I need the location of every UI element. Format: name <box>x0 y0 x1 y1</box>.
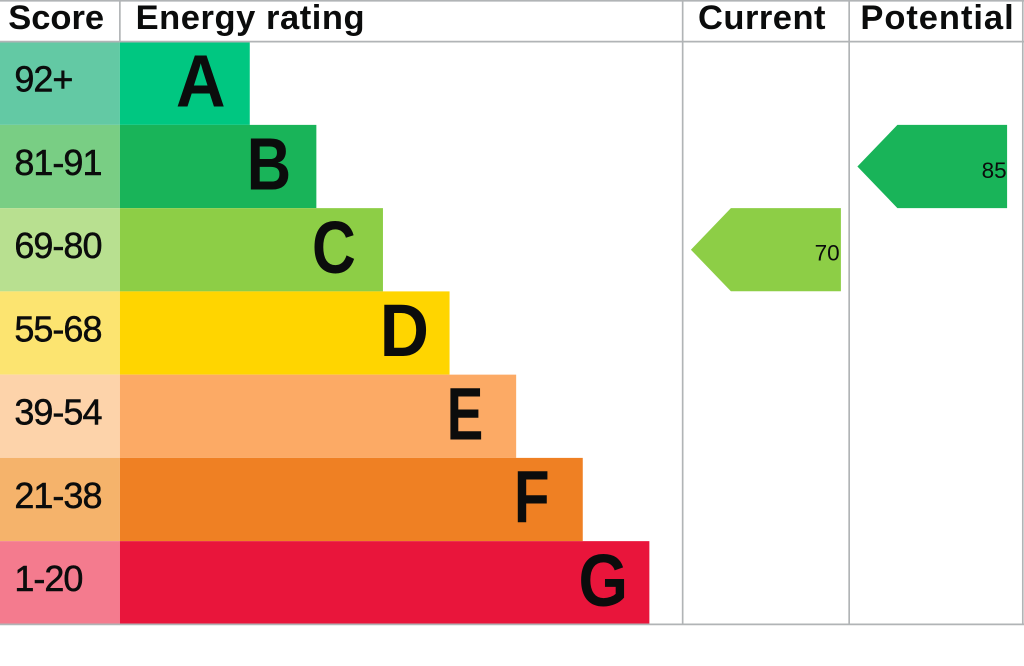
svg-text:Score: Score <box>8 0 104 37</box>
svg-text:G: G <box>578 539 627 622</box>
svg-text:Energy rating: Energy rating <box>136 0 366 37</box>
svg-text:E: E <box>447 372 484 455</box>
svg-text:C: C <box>312 207 356 289</box>
svg-text:55-68: 55-68 <box>14 309 101 350</box>
svg-text:81-91: 81-91 <box>14 142 101 183</box>
svg-text:A: A <box>176 40 226 123</box>
svg-text:F: F <box>514 457 550 539</box>
svg-text:92+: 92+ <box>14 59 72 100</box>
svg-text:21-38: 21-38 <box>14 475 101 516</box>
svg-text:70: 70 <box>815 241 840 266</box>
svg-text:D: D <box>380 291 429 373</box>
svg-text:Current: Current <box>698 0 826 37</box>
svg-text:1-20: 1-20 <box>14 558 82 599</box>
svg-text:B: B <box>247 123 291 206</box>
svg-text:85: 85 <box>982 158 1007 183</box>
svg-text:39-54: 39-54 <box>14 392 101 433</box>
svg-text:69-80: 69-80 <box>14 225 101 266</box>
svg-text:Potential: Potential <box>860 0 1014 37</box>
